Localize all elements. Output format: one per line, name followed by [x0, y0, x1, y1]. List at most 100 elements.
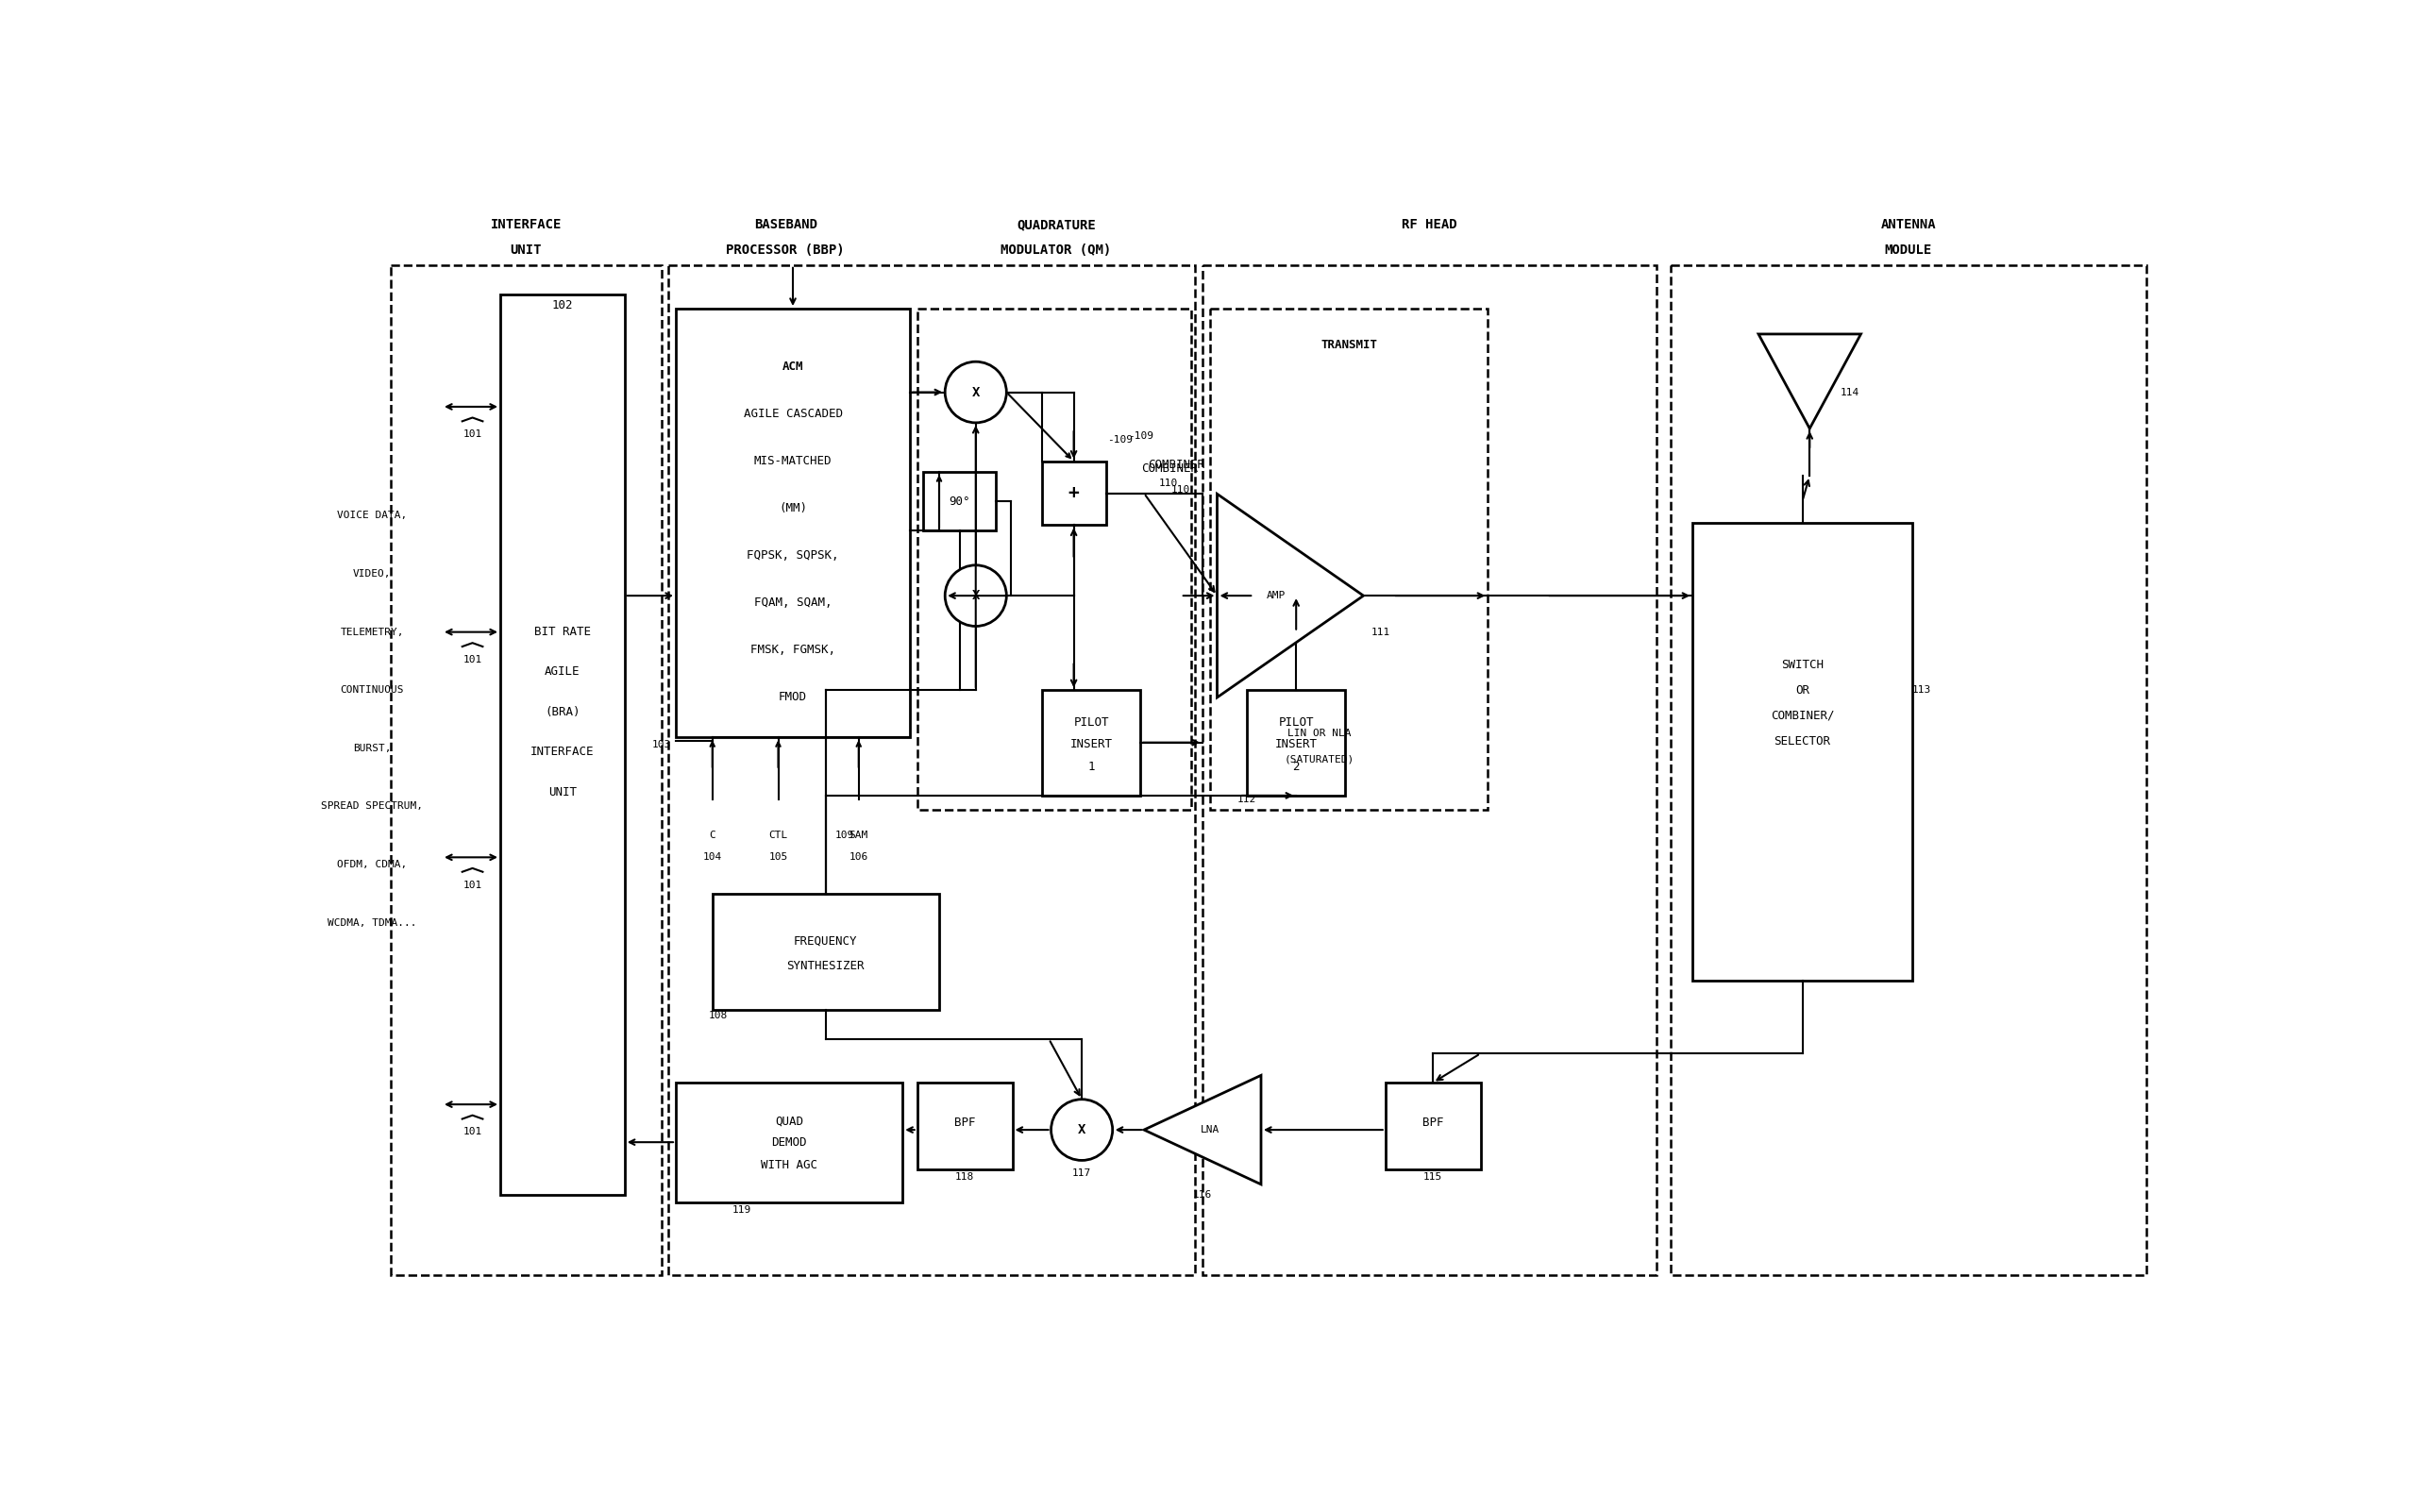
- Circle shape: [1051, 1099, 1112, 1160]
- Text: MIS-MATCHED: MIS-MATCHED: [753, 455, 831, 467]
- Text: (BRA): (BRA): [545, 706, 581, 718]
- Text: VOICE DATA,: VOICE DATA,: [337, 511, 407, 520]
- Text: TRANSMIT: TRANSMIT: [1320, 339, 1378, 351]
- Text: 115: 115: [1424, 1172, 1444, 1182]
- Text: (SATURATED): (SATURATED): [1284, 754, 1354, 764]
- Text: BURST,: BURST,: [354, 744, 392, 753]
- Text: -109: -109: [1129, 431, 1153, 440]
- Text: 90°: 90°: [949, 494, 971, 508]
- Text: FQPSK, SQPSK,: FQPSK, SQPSK,: [746, 549, 838, 562]
- Text: 113: 113: [1911, 685, 1930, 696]
- Text: 116: 116: [1194, 1190, 1211, 1201]
- Text: QUAD: QUAD: [775, 1114, 804, 1128]
- Text: SWITCH: SWITCH: [1780, 659, 1824, 671]
- Text: FREQUENCY: FREQUENCY: [794, 934, 857, 947]
- Text: TELEMETRY,: TELEMETRY,: [342, 627, 404, 637]
- Text: 110: 110: [1158, 478, 1177, 488]
- Text: WCDMA, TDMA...: WCDMA, TDMA...: [327, 918, 417, 927]
- Circle shape: [945, 361, 1008, 423]
- Text: OR: OR: [1795, 683, 1809, 697]
- Polygon shape: [1218, 494, 1364, 697]
- Bar: [918, 308, 1192, 810]
- Text: 102: 102: [552, 299, 574, 311]
- Text: SPREAD SPECTRUM,: SPREAD SPECTRUM,: [322, 801, 424, 810]
- Text: +: +: [1068, 484, 1080, 502]
- Text: 101: 101: [463, 655, 482, 664]
- Text: BPF: BPF: [954, 1116, 976, 1128]
- Bar: [1041, 689, 1141, 795]
- Text: X: X: [1078, 1123, 1085, 1137]
- Text: SELECTOR: SELECTOR: [1773, 735, 1831, 747]
- Text: COMBINER: COMBINER: [1148, 458, 1204, 472]
- Bar: [501, 295, 625, 1196]
- Text: 1: 1: [1087, 761, 1095, 773]
- Bar: [676, 1083, 903, 1202]
- Polygon shape: [1758, 334, 1860, 428]
- Text: COMBINER: COMBINER: [1141, 463, 1199, 475]
- Text: 105: 105: [768, 853, 787, 862]
- Text: 118: 118: [954, 1172, 974, 1182]
- Bar: [390, 265, 661, 1275]
- Bar: [1671, 265, 2146, 1275]
- Text: QUADRATURE: QUADRATURE: [1017, 218, 1095, 231]
- Circle shape: [945, 565, 1008, 626]
- Text: 101: 101: [463, 429, 482, 438]
- Text: UNIT: UNIT: [547, 786, 576, 798]
- Bar: [1693, 523, 1911, 981]
- Text: X: X: [971, 386, 978, 399]
- Bar: [668, 265, 1194, 1275]
- Text: RF HEAD: RF HEAD: [1402, 218, 1458, 231]
- Bar: [676, 308, 911, 738]
- Text: 101: 101: [463, 880, 482, 889]
- Text: FMOD: FMOD: [780, 691, 807, 703]
- Text: CTL: CTL: [768, 830, 787, 841]
- Text: DEMOD: DEMOD: [773, 1137, 807, 1149]
- Text: 112: 112: [1238, 794, 1257, 804]
- Text: 108: 108: [710, 1012, 727, 1021]
- Text: FMSK, FGMSK,: FMSK, FGMSK,: [751, 644, 836, 656]
- Bar: [1201, 265, 1657, 1275]
- Text: LNA: LNA: [1201, 1125, 1218, 1134]
- Text: CONTINUOUS: CONTINUOUS: [342, 685, 404, 696]
- Text: SYNTHESIZER: SYNTHESIZER: [787, 960, 865, 972]
- Text: MODULE: MODULE: [1884, 243, 1933, 257]
- Text: LIN OR NLA: LIN OR NLA: [1289, 729, 1351, 738]
- Text: 104: 104: [702, 853, 722, 862]
- Text: C: C: [710, 830, 714, 841]
- Text: 117: 117: [1073, 1169, 1092, 1178]
- Text: 111: 111: [1371, 627, 1390, 637]
- Text: 110: 110: [1170, 485, 1189, 494]
- Text: PROCESSOR (BBP): PROCESSOR (BBP): [727, 243, 845, 257]
- Text: BASEBAND: BASEBAND: [753, 218, 816, 231]
- Text: OFDM, CDMA,: OFDM, CDMA,: [337, 860, 407, 869]
- Text: 114: 114: [1841, 387, 1860, 398]
- Text: VIDEO,: VIDEO,: [354, 569, 392, 579]
- Bar: [918, 1083, 1012, 1170]
- Text: INSERT: INSERT: [1071, 738, 1112, 751]
- Text: ANTENNA: ANTENNA: [1882, 218, 1935, 231]
- Text: SAM: SAM: [850, 830, 867, 841]
- Bar: [923, 472, 995, 531]
- Text: INSERT: INSERT: [1274, 738, 1318, 751]
- Text: PILOT: PILOT: [1073, 717, 1109, 729]
- Text: AGILE: AGILE: [545, 665, 581, 677]
- Polygon shape: [1143, 1075, 1262, 1184]
- Text: UNIT: UNIT: [511, 243, 543, 257]
- Bar: [1211, 308, 1487, 810]
- Bar: [712, 894, 940, 1010]
- Text: PILOT: PILOT: [1279, 717, 1313, 729]
- Text: 106: 106: [850, 853, 867, 862]
- Text: 109: 109: [836, 830, 855, 841]
- Text: INTERFACE: INTERFACE: [489, 218, 562, 231]
- Text: BPF: BPF: [1422, 1116, 1444, 1128]
- Bar: [1247, 689, 1344, 795]
- Text: 101: 101: [463, 1128, 482, 1137]
- Bar: [1041, 461, 1107, 525]
- Text: -109: -109: [1107, 435, 1133, 445]
- Text: 2: 2: [1293, 761, 1301, 773]
- Text: ACM: ACM: [782, 361, 804, 373]
- Text: 103: 103: [652, 739, 671, 750]
- Bar: [1385, 1083, 1480, 1170]
- Text: 119: 119: [731, 1205, 751, 1214]
- Text: AGILE CASCADED: AGILE CASCADED: [744, 408, 843, 420]
